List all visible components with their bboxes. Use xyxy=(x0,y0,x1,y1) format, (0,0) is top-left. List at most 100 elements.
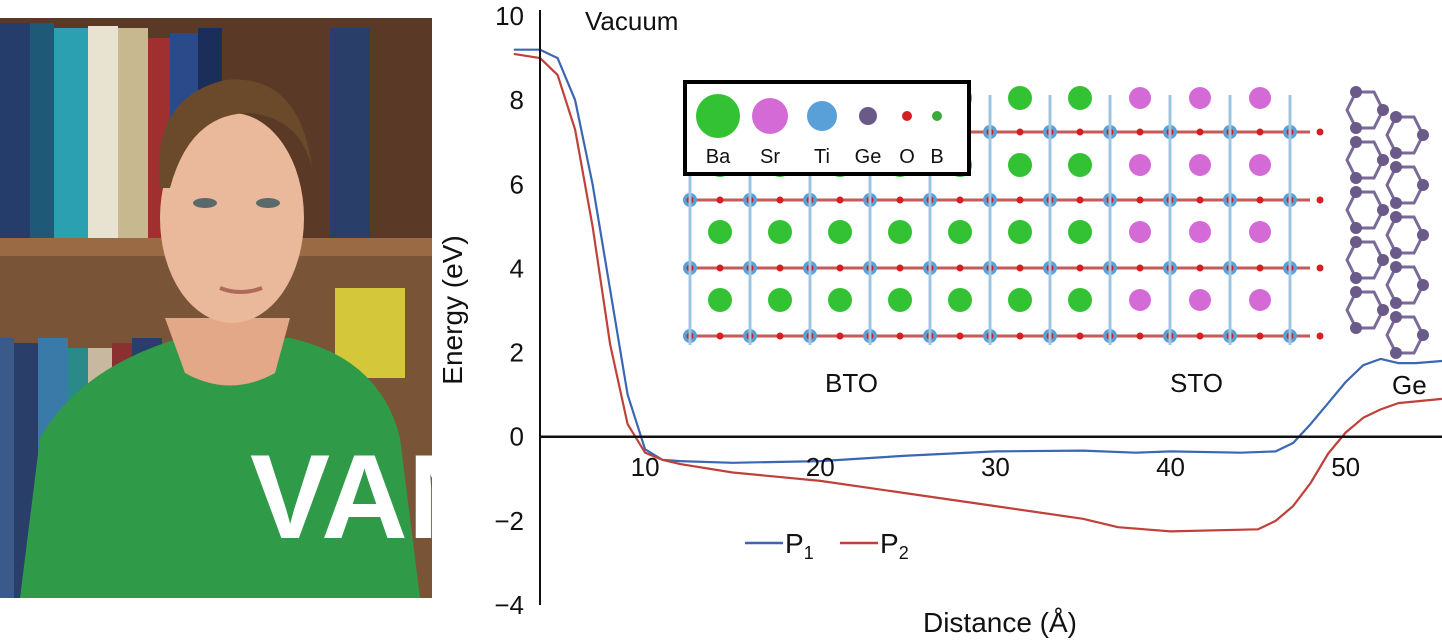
mouth xyxy=(219,286,263,294)
x-tick-label: 50 xyxy=(1331,452,1360,482)
x-tick-label: 20 xyxy=(806,452,835,482)
o-atom xyxy=(1136,332,1144,340)
ge-atom xyxy=(1390,297,1402,309)
o-atom xyxy=(1076,196,1084,204)
ge-atom xyxy=(1350,122,1362,134)
o-atom xyxy=(1196,196,1204,204)
ge-atom xyxy=(1390,197,1402,209)
o-atom xyxy=(716,264,724,272)
o-atom xyxy=(1016,332,1024,340)
o-atom xyxy=(1196,264,1204,272)
o-atom xyxy=(1136,128,1144,136)
ba-atom xyxy=(888,288,912,312)
legend-label-ba: Ba xyxy=(706,146,731,168)
ba-atom xyxy=(828,220,852,244)
ge-atom xyxy=(1377,154,1389,166)
sr-atom xyxy=(1249,289,1271,311)
o-atom xyxy=(716,196,724,204)
ba-atom xyxy=(708,220,732,244)
o-atom xyxy=(776,332,784,340)
ge-atom xyxy=(1350,322,1362,334)
ge-atom xyxy=(1390,261,1402,273)
ge-atom xyxy=(1417,279,1429,291)
o-atom xyxy=(1016,196,1024,204)
hair xyxy=(158,79,312,188)
ge-atom xyxy=(1350,286,1362,298)
ba-atom xyxy=(768,220,792,244)
o-atom xyxy=(896,264,904,272)
x-tick-label: 40 xyxy=(1156,452,1185,482)
sr-atom xyxy=(1129,289,1151,311)
y-axis-label: Energy (eV) xyxy=(440,235,468,384)
o-atom xyxy=(1136,264,1144,272)
axes: −4 −2 0 2 4 6 8 10 10 20 30 40 50 xyxy=(494,1,1442,620)
series-line-p2 xyxy=(513,52,1442,533)
sr-atom xyxy=(1189,154,1211,176)
o-atom xyxy=(836,332,844,340)
ge-atom xyxy=(1390,247,1402,259)
ba-atom xyxy=(948,288,972,312)
ge-atom xyxy=(1377,254,1389,266)
legend-label-ge: Ge xyxy=(855,146,882,168)
ge-atom xyxy=(1350,186,1362,198)
x-tick-label: 10 xyxy=(631,452,660,482)
o-atom xyxy=(836,264,844,272)
legend-label-sr: Sr xyxy=(760,146,780,168)
ge-atom xyxy=(1417,129,1429,141)
left-eye xyxy=(193,198,217,208)
ba-atom xyxy=(708,288,732,312)
ge-atom xyxy=(1350,136,1362,148)
right-eye xyxy=(256,198,280,208)
ge-atom xyxy=(1390,311,1402,323)
neck xyxy=(165,318,290,386)
o-atom xyxy=(1316,128,1324,136)
y-tick-label: −4 xyxy=(494,590,524,620)
bto-label: BTO xyxy=(825,368,878,398)
y-tick-label: 4 xyxy=(510,253,524,283)
o-atom xyxy=(956,264,964,272)
sr-atom xyxy=(1189,221,1211,243)
ge-atom xyxy=(1417,329,1429,341)
y-tick-label: 0 xyxy=(510,422,524,452)
ge-atom xyxy=(1390,161,1402,173)
ge-atom xyxy=(1390,111,1402,123)
sr-atom xyxy=(1249,87,1271,109)
o-atom xyxy=(1076,332,1084,340)
shirt-lettering: VAN xyxy=(250,430,432,564)
ge-atom xyxy=(1377,204,1389,216)
o-atom xyxy=(1316,332,1324,340)
o-atom xyxy=(956,196,964,204)
sr-atom xyxy=(1129,221,1151,243)
legend-text-p2: P2 xyxy=(880,528,909,563)
o-atom xyxy=(776,196,784,204)
ge-atom xyxy=(1390,147,1402,159)
legend-text-p1: P1 xyxy=(785,528,814,563)
series-line-p1 xyxy=(513,48,1442,464)
o-atom xyxy=(1076,264,1084,272)
o-atom xyxy=(1016,128,1024,136)
ge-atom xyxy=(1377,104,1389,116)
ba-atom xyxy=(888,220,912,244)
o-atom xyxy=(1196,128,1204,136)
o-atom xyxy=(896,196,904,204)
ba-atom xyxy=(1068,86,1092,110)
ba-atom xyxy=(1008,220,1032,244)
o-atom xyxy=(776,264,784,272)
ba-atom xyxy=(1068,220,1092,244)
o-atom xyxy=(956,332,964,340)
o-atom xyxy=(1136,196,1144,204)
atom-legend: Ba Sr Ti Ge O B xyxy=(683,80,971,176)
legend-atom-o xyxy=(902,111,912,121)
ba-atom xyxy=(768,288,792,312)
ba-atom xyxy=(1008,86,1032,110)
o-atom xyxy=(896,332,904,340)
ge-atom xyxy=(1390,211,1402,223)
o-atom xyxy=(1256,196,1264,204)
legend-atom-sr xyxy=(752,98,788,134)
sr-atom xyxy=(1249,221,1271,243)
x-axis-label: Distance (Å) xyxy=(923,607,1077,638)
portrait-photo: VAN xyxy=(0,18,432,598)
o-atom xyxy=(836,196,844,204)
ba-atom xyxy=(1068,153,1092,177)
